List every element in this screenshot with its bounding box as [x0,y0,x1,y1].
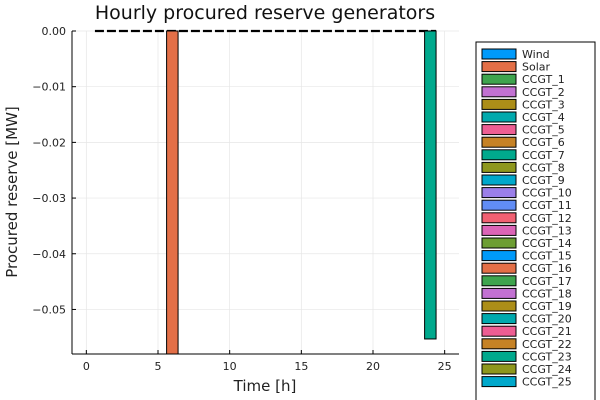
legend-swatch [481,363,517,375]
legend-label: CCGT_9 [522,174,565,187]
legend-swatch [481,98,517,110]
legend-swatch [481,376,517,388]
chart-title: Hourly procured reserve generators [95,2,435,24]
legend-swatch [481,136,517,148]
y-tick-label: 0.00 [42,25,67,38]
y-tick-label: −0.04 [32,248,66,261]
legend-label: CCGT_24 [522,363,572,376]
x-tick-label: 25 [438,360,452,373]
x-tick-label: 10 [223,360,237,373]
x-tick-label: 15 [294,360,308,373]
legend-swatch [481,313,517,325]
legend-swatch [481,48,517,60]
legend-label: Solar [522,61,551,74]
legend-label: CCGT_8 [522,161,565,174]
legend-swatch [481,237,517,249]
legend-swatch [481,124,517,136]
legend-swatch [481,300,517,312]
legend-label: CCGT_22 [522,338,572,351]
legend-swatch [481,61,517,73]
legend-label: CCGT_3 [522,98,565,111]
y-tick-label: −0.02 [32,136,66,149]
legend-swatch [481,199,517,211]
legend-label: CCGT_13 [522,224,572,237]
x-axis-label: Time [h] [233,377,297,395]
legend-label: CCGT_16 [522,262,572,275]
plot-area: 0 5 10 15 20 25 0.00 −0.01 −0.02 −0.03 −0.04 −0.05 [32,25,459,373]
x-tick-label: 20 [366,360,380,373]
legend-label: CCGT_11 [522,199,572,212]
legend-label: CCGT_23 [522,350,572,363]
y-tick-label: −0.01 [32,81,66,94]
legend-label: CCGT_5 [522,124,565,137]
legend-swatch [481,111,517,123]
legend-label: CCGT_14 [522,237,572,250]
legend-label: CCGT_6 [522,136,565,149]
bar-ccgt-7 [424,30,437,340]
legend-swatch [481,187,517,199]
legend-swatch [481,250,517,262]
x-tick-label: 5 [155,360,162,373]
legend-swatch [481,224,517,236]
legend-swatch [481,212,517,224]
legend-swatch [481,174,517,186]
legend-swatch [481,287,517,299]
legend-swatch [481,262,517,274]
x-tick-label: 0 [83,360,90,373]
y-tick-label: −0.05 [32,303,66,316]
y-axis-label: Procured reserve [MW] [3,106,21,278]
legend-label: CCGT_10 [522,187,572,200]
legend-swatch [481,73,517,85]
legend-label: CCGT_1 [522,73,565,86]
legend-label: CCGT_19 [522,300,572,313]
bar-solar [166,30,179,355]
legend-swatch [481,338,517,350]
legend-swatch [481,350,517,362]
legend-swatch [481,275,517,287]
legend-swatch [481,325,517,337]
legend-label: CCGT_25 [522,376,572,389]
legend-label: CCGT_12 [522,212,572,225]
legend-label: CCGT_20 [522,313,572,326]
legend-swatch [481,149,517,161]
legend-label: CCGT_4 [522,111,565,124]
legend-label: CCGT_21 [522,325,572,338]
legend-swatch [481,86,517,98]
legend-label: CCGT_17 [522,275,572,288]
legend-label: CCGT_15 [522,250,572,263]
legend-swatch [481,161,517,173]
legend-label: CCGT_2 [522,86,565,99]
legend-label: CCGT_18 [522,287,572,300]
legend-label: CCGT_7 [522,149,565,162]
legend-label: Wind [522,48,550,61]
y-tick-label: −0.03 [32,192,66,205]
legend: WindSolarCCGT_1CCGT_2CCGT_3CCGT_4CCGT_5C… [475,41,596,400]
